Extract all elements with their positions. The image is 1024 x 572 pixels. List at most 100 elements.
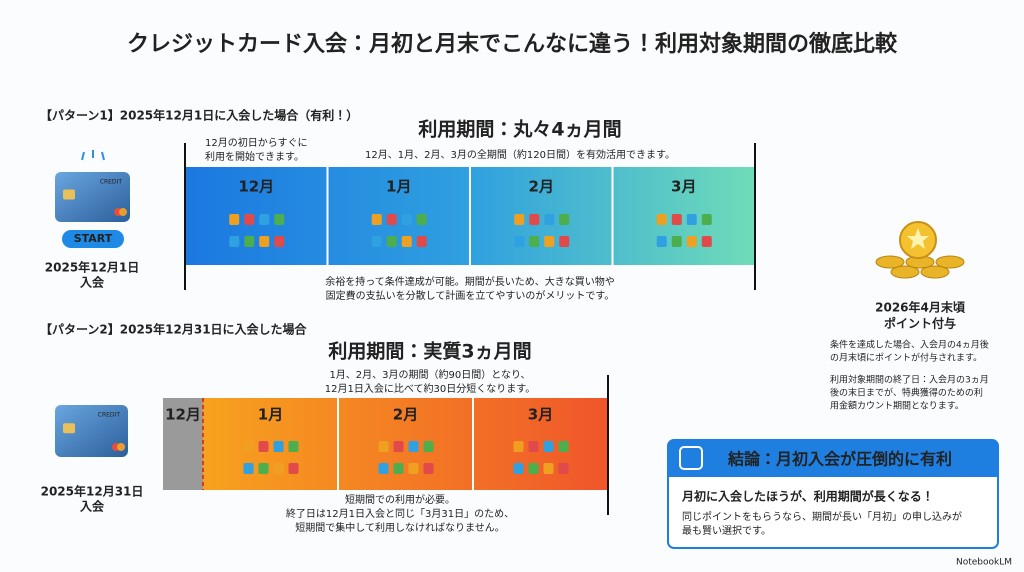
- pattern-heading: 【パターン1】2025年12月1日に入会した場合（有利！）: [40, 108, 358, 123]
- icon: [671, 214, 682, 225]
- month-label: 1月: [386, 178, 411, 196]
- icon: [259, 214, 270, 225]
- title: クレジットカード入会：月初と月末でこんなに違う！利用対象期間の徹底比較: [127, 31, 898, 57]
- reward-title: 2026年4月末頃: [875, 300, 966, 315]
- conclusion-sub: 同じポイントをもらうなら、期間が長い「月初」の申し込みが: [682, 510, 962, 523]
- month-label: 2月: [393, 406, 418, 424]
- icon: [528, 441, 539, 452]
- card-label: CREDIT: [98, 412, 121, 419]
- icon: [244, 236, 255, 247]
- icon: [423, 463, 434, 474]
- pattern-note: 余裕を持って条件達成が可能。期間が長いため、大きな買い物や: [325, 275, 615, 288]
- icon: [529, 236, 540, 247]
- icon: [408, 441, 419, 452]
- icon: [386, 214, 397, 225]
- icon: [274, 214, 285, 225]
- reward-desc: 利用対象期間の終了日：入会月の3ヵ月: [830, 374, 989, 386]
- start-button: [62, 230, 124, 248]
- icon: [386, 236, 397, 247]
- icon: [273, 463, 284, 474]
- card-chip: [63, 423, 75, 434]
- reward-desc: の月末頃にポイントが付与されます。: [830, 352, 982, 364]
- pattern-note: 短期間での利用が必要。: [345, 493, 455, 506]
- icon: [243, 463, 254, 474]
- icon: [371, 214, 382, 225]
- icon: [543, 441, 554, 452]
- month-label: 12月: [165, 406, 201, 424]
- join-label: 入会: [79, 275, 105, 290]
- credit-card: [55, 405, 128, 457]
- icon: [378, 441, 389, 452]
- icon: [544, 236, 555, 247]
- icon: [259, 236, 270, 247]
- conclusion-title: 結論：月初入会が圧倒的に有利: [727, 450, 952, 469]
- icon: [514, 214, 525, 225]
- reward-desc: 用金額カウント期間となります。: [830, 400, 964, 412]
- join-label: 入会: [79, 499, 105, 514]
- card-logo: [119, 208, 127, 216]
- icon: [559, 214, 570, 225]
- icon: [528, 463, 539, 474]
- icon: [244, 214, 255, 225]
- icon: [258, 441, 269, 452]
- icon: [288, 441, 299, 452]
- coin: [935, 255, 965, 269]
- spark: [81, 151, 85, 161]
- period-desc: 12月1日入会に比べて約30日分短くなります。: [325, 382, 535, 395]
- icon: [656, 214, 667, 225]
- period-desc: 12月、1月、2月、3月の全期間（約120日間）を有効活用できます。: [365, 148, 675, 161]
- icon: [423, 441, 434, 452]
- period-bar: [203, 398, 608, 490]
- spark: [101, 151, 105, 161]
- icon: [378, 463, 389, 474]
- icon: [671, 236, 682, 247]
- icon: [559, 236, 570, 247]
- icon: [393, 441, 404, 452]
- conclusion-main: 月初に入会したほうが、利用期間が長くなる！: [681, 489, 934, 504]
- start-button-label: START: [74, 232, 113, 245]
- card-chip: [63, 189, 75, 200]
- icon: [408, 463, 419, 474]
- coin: [875, 255, 905, 269]
- month-label: 12月: [238, 178, 274, 196]
- period-desc: 1月、2月、3月の期間（約90日間）となり、: [329, 368, 530, 381]
- icon: [229, 214, 240, 225]
- icon: [686, 236, 697, 247]
- credit-card: [55, 172, 130, 222]
- conclusion-header: [668, 440, 998, 477]
- reward-desc: 条件を達成した場合、入会月の4ヵ月後: [830, 339, 989, 351]
- star: [907, 228, 929, 249]
- icon: [393, 463, 404, 474]
- icon: [274, 236, 285, 247]
- icon: [288, 463, 299, 474]
- coin: [890, 265, 920, 279]
- period-title: 利用期間：実質3ヵ月間: [328, 340, 531, 363]
- icon: [514, 236, 525, 247]
- icon: [401, 236, 412, 247]
- icon: [701, 214, 712, 225]
- icon: [371, 236, 382, 247]
- start-note: 12月の初日からすぐに: [205, 136, 308, 149]
- join-date: 2025年12月31日: [41, 484, 144, 499]
- icon: [513, 441, 524, 452]
- icon: [558, 463, 569, 474]
- pattern-note: 短期間で集中して利用しなければなりません。: [295, 521, 504, 534]
- conclusion-sub: 最も賢い選択です。: [682, 524, 771, 537]
- pattern-note: 終了日は12月1日入会と同じ「3月31日」のため、: [286, 507, 514, 520]
- coin: [920, 265, 950, 279]
- month-label: 1月: [258, 406, 283, 424]
- pattern-note: 固定費の支払いを分散して計画を立てやすいのがメリットです。: [326, 289, 615, 302]
- icon: [701, 236, 712, 247]
- icon: [243, 441, 254, 452]
- icon: [416, 214, 427, 225]
- icon: [273, 441, 284, 452]
- icon: [529, 214, 540, 225]
- icon: [558, 441, 569, 452]
- pattern-heading: 【パターン2】2025年12月31日に入会した場合: [40, 322, 308, 337]
- month-label: 3月: [528, 406, 553, 424]
- lost-period: [163, 398, 203, 490]
- card-logo: [117, 443, 125, 451]
- icon: [401, 214, 412, 225]
- thumb-icon: [679, 446, 703, 470]
